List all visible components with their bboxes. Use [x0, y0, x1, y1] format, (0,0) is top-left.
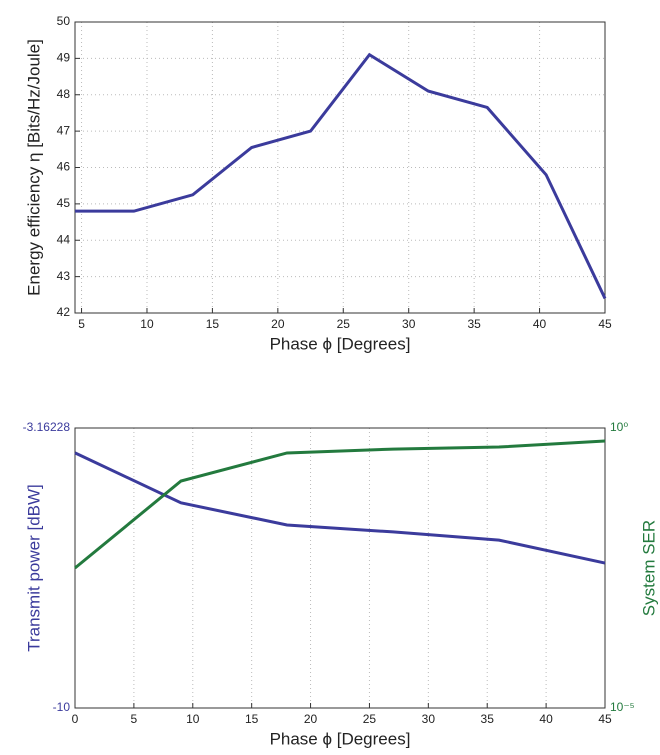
y-tick-label: 42 [57, 305, 71, 319]
x-tick-label: 25 [337, 317, 351, 331]
x-tick-label: 10 [140, 317, 154, 331]
plot-frame [74, 21, 606, 314]
y-tick-label: 49 [57, 51, 71, 65]
x-tick-label: 35 [481, 712, 495, 726]
x-tick-label: 5 [78, 317, 85, 331]
x-tick-label: 15 [206, 317, 220, 331]
x-tick-label: 10 [186, 712, 200, 726]
y-tick-label: 45 [57, 196, 71, 210]
y-tick-label: 44 [57, 232, 71, 246]
x-tick-label: 0 [72, 712, 79, 726]
y2-axis-label: System SER [639, 520, 658, 616]
x-tick-label: 20 [304, 712, 318, 726]
x-axis-label: Phase ϕ [Degrees] [270, 729, 411, 748]
series-line [74, 439, 606, 570]
x-tick-label: 40 [539, 712, 553, 726]
x-tick-label: 45 [598, 317, 612, 331]
x-tick-label: 45 [598, 712, 612, 726]
y-tick-label: -10 [53, 700, 71, 714]
y2-tick-label: 10⁻⁵ [610, 700, 635, 714]
x-tick-label: 30 [402, 317, 416, 331]
y-tick-label: 48 [57, 87, 71, 101]
x-tick-label: 20 [271, 317, 285, 331]
y-tick-label: 50 [57, 14, 71, 28]
y-tick-label: 43 [57, 269, 71, 283]
y2-tick-label: 10⁰ [610, 420, 628, 434]
x-tick-label: 40 [533, 317, 547, 331]
x-tick-label: 5 [131, 712, 138, 726]
x-tick-label: 30 [422, 712, 436, 726]
series-line [75, 52, 607, 300]
y-tick-label: 47 [57, 123, 71, 137]
series-line [74, 451, 606, 565]
y-tick-label: -3.16228 [23, 420, 71, 434]
y-axis-label: Energy efficiency η [Bits/Hz/Joule] [24, 39, 43, 296]
x-axis-label: Phase ϕ [Degrees] [270, 334, 411, 353]
x-tick-label: 35 [467, 317, 481, 331]
y-tick-label: 46 [57, 160, 71, 174]
x-tick-label: 15 [245, 712, 259, 726]
plot-frame [74, 427, 606, 709]
y-axis-label: Transmit power [dBW] [24, 484, 43, 652]
x-tick-label: 25 [363, 712, 377, 726]
